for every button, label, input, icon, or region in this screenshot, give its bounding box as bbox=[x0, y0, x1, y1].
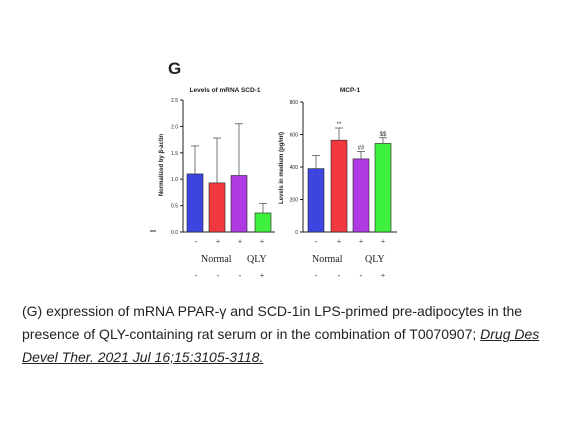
mcp1-significance-4: $$ bbox=[380, 132, 387, 138]
scd1-sign-2: + bbox=[216, 237, 221, 246]
figure-panel: G Levels of mRNA SCD-1 Normalized by β-a… bbox=[150, 59, 397, 280]
mcp1-sign-3: + bbox=[359, 237, 364, 246]
mcp1-qly-label: QLY bbox=[365, 254, 385, 265]
mcp1-y-tick-label: 0 bbox=[295, 230, 298, 236]
scd1-y-tick-label: 0.0 bbox=[171, 230, 178, 236]
scd1-y-tick-label: 2.5 bbox=[171, 98, 178, 104]
scd1-bar-4 bbox=[254, 212, 272, 233]
mcp1-significance-3: ## bbox=[358, 146, 365, 152]
mcp1-bar-2 bbox=[330, 139, 348, 233]
scd1-sign2-4: + bbox=[260, 271, 265, 280]
mcp1-bar-1 bbox=[307, 168, 325, 233]
mcp1-y-tick-label: 600 bbox=[290, 133, 299, 139]
scd1-normal-label: Normal bbox=[201, 254, 232, 265]
mcp1-sign-2: + bbox=[337, 237, 342, 246]
scd1-sign2-2: - bbox=[217, 271, 220, 280]
mcp1-sign2-2: - bbox=[338, 271, 341, 280]
scd1-group-labels: - + + + Normal QLY - - - + bbox=[195, 237, 267, 280]
mcp1-y-tick-label: 400 bbox=[290, 165, 299, 171]
scd1-y-tick-label: 1.5 bbox=[171, 151, 178, 157]
scd1-sign2-3: - bbox=[239, 271, 242, 280]
scd1-y-tick-label: 1.0 bbox=[171, 177, 178, 183]
mcp1-y-axis-label: Levels in medium (pg/ml) bbox=[279, 132, 285, 204]
scd1-sign-1: - bbox=[195, 237, 198, 246]
mcp1-y-tick-label: 800 bbox=[290, 100, 299, 106]
figure-caption: (G) expression of mRNA PPAR-γ and SCD-1i… bbox=[22, 300, 552, 369]
scd1-chart: Levels of mRNA SCD-1 Normalized by β-act… bbox=[150, 87, 275, 236]
mcp1-bar-3 bbox=[352, 158, 370, 233]
scd1-chart-title: Levels of mRNA SCD-1 bbox=[190, 87, 261, 94]
scd1-sign-3: + bbox=[238, 237, 243, 246]
mcp1-chart-title: MCP-1 bbox=[340, 87, 361, 94]
mcp1-normal-label: Normal bbox=[312, 254, 343, 265]
scd1-qly-label: QLY bbox=[247, 254, 267, 265]
mcp1-group-labels: - + + + Normal QLY - - - + bbox=[312, 237, 386, 280]
scd1-bar-2 bbox=[208, 182, 226, 233]
mcp1-sign-4: + bbox=[381, 237, 386, 246]
mcp1-sign2-4: + bbox=[381, 271, 386, 280]
mcp1-bar-4 bbox=[374, 143, 392, 233]
scd1-sign-4: + bbox=[260, 237, 265, 246]
scd1-y-tick-label: 2.0 bbox=[171, 124, 178, 130]
scd1-y-axis-label: Normalized by β-actin bbox=[159, 133, 165, 196]
mcp1-y-tick-label: 200 bbox=[290, 198, 299, 204]
mcp1-significance-2: ** bbox=[337, 122, 342, 128]
scd1-bar-3 bbox=[230, 175, 248, 233]
mcp1-chart: MCP-1 Levels in medium (pg/ml) 0 200 400 60… bbox=[279, 87, 397, 236]
scd1-sign2-1: - bbox=[195, 271, 198, 280]
panel-letter: G bbox=[168, 59, 181, 78]
scd1-bar-1 bbox=[186, 173, 204, 233]
caption-text: (G) expression of mRNA PPAR-γ and SCD-1i… bbox=[22, 303, 523, 342]
mcp1-sign2-3: - bbox=[360, 271, 363, 280]
citation-link[interactable]: Drug Des Devel Ther. 2021 Jul 16;15:3105… bbox=[22, 326, 540, 365]
mcp1-sign2-1: - bbox=[315, 271, 318, 280]
mcp1-sign-1: - bbox=[315, 237, 318, 246]
scd1-y-tick-label: 0.5 bbox=[171, 204, 178, 210]
